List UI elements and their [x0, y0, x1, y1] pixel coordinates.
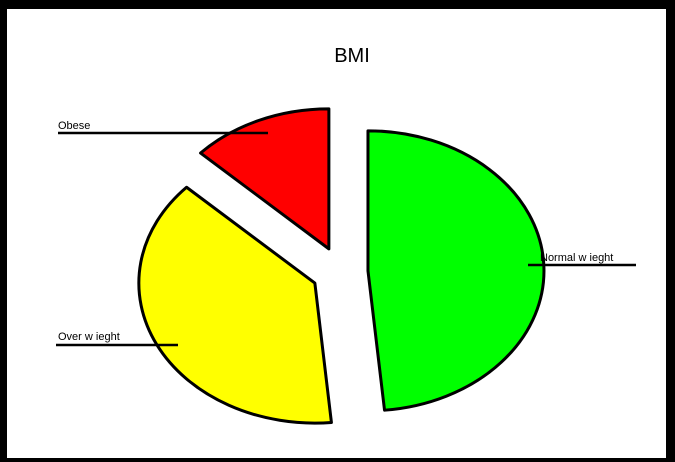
slice-labels: Obese Normal w ieght Over w ieght — [56, 120, 636, 347]
slice-label-normal-weight: Normal w ieght — [540, 252, 613, 264]
pie-slices — [137, 107, 546, 425]
pie-slice-normal-w-ieght — [366, 129, 546, 412]
chart-title: BMI — [334, 45, 370, 67]
slice-label-over-weight: Over w ieght — [58, 331, 120, 343]
slice-label-obese: Obese — [58, 120, 90, 132]
pie-slice-obese — [199, 107, 331, 251]
